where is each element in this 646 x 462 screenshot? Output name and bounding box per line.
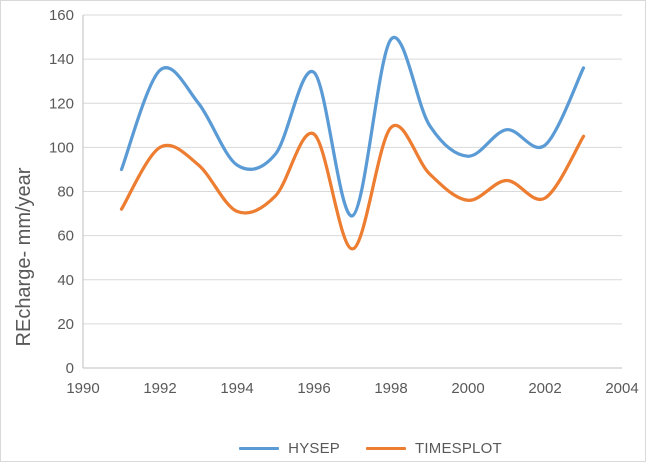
y-tick-label: 40 bbox=[57, 272, 74, 289]
legend-item-hysep: HYSEP bbox=[239, 440, 340, 457]
x-tick-label: 1998 bbox=[374, 380, 407, 397]
y-tick-label: 100 bbox=[49, 139, 74, 156]
legend-line-sample-hysep bbox=[239, 446, 280, 450]
x-tick-label: 2002 bbox=[528, 380, 561, 397]
x-tick-label: 1996 bbox=[297, 380, 330, 397]
y-axis-title: REcharge- mm/year bbox=[13, 167, 35, 347]
legend-item-timesplot: TIMESPLOT bbox=[366, 440, 502, 457]
series-line-hysep bbox=[119, 35, 586, 218]
legend-label-timesplot: TIMESPLOT bbox=[415, 439, 502, 457]
x-tick-label: 1992 bbox=[143, 380, 176, 397]
y-tick-label: 160 bbox=[49, 7, 74, 24]
x-tick-label: 1990 bbox=[66, 380, 99, 397]
x-tick-label: 2004 bbox=[605, 380, 638, 397]
y-tick-label: 20 bbox=[57, 316, 74, 333]
y-tick-label: 120 bbox=[49, 95, 74, 112]
legend-line-sample-timesplot bbox=[366, 446, 407, 450]
x-tick-label: 1994 bbox=[220, 380, 253, 397]
y-tick-label: 80 bbox=[57, 184, 74, 201]
x-tick-label: 2000 bbox=[451, 380, 484, 397]
y-tick-label: 140 bbox=[49, 51, 74, 68]
y-tick-label: 0 bbox=[66, 360, 74, 377]
legend-label-hysep: HYSEP bbox=[288, 439, 341, 457]
y-tick-label: 60 bbox=[57, 228, 74, 245]
series-line-timesplot bbox=[119, 123, 586, 251]
chart-legend: HYSEP TIMESPLOT bbox=[95, 438, 646, 458]
